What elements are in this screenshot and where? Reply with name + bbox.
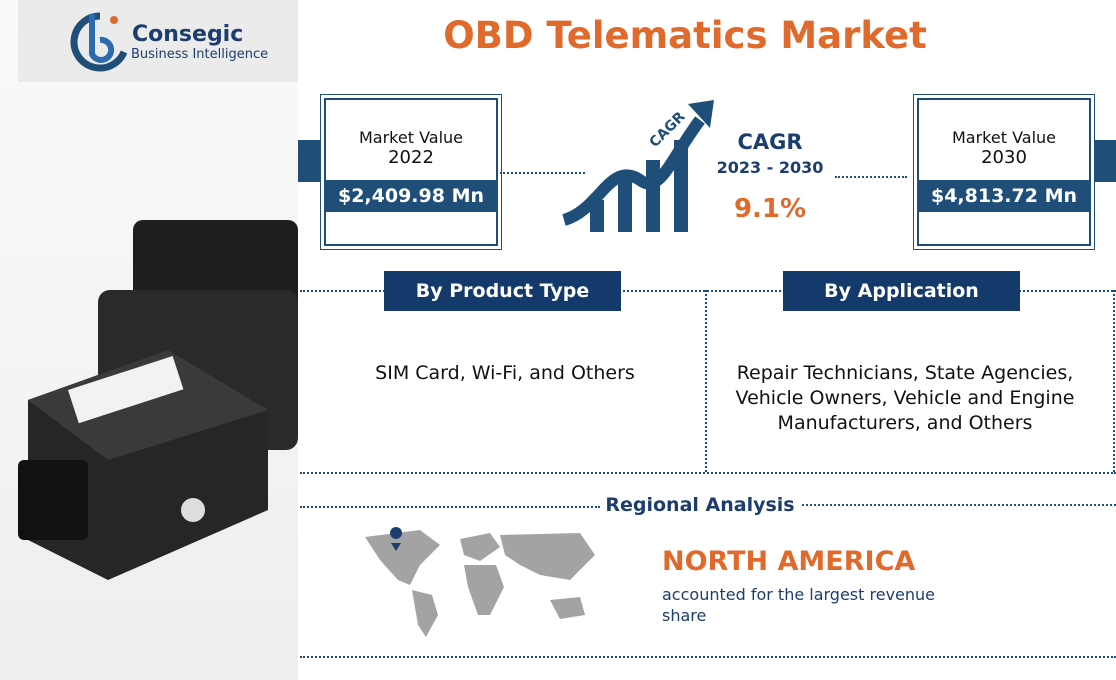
divider — [300, 506, 600, 508]
logo-icon — [70, 12, 128, 72]
cagr-period: 2023 - 2030 — [716, 158, 824, 177]
device-illustration — [18, 220, 298, 580]
region-name: NORTH AMERICA — [662, 546, 916, 577]
box-value: $2,409.98 Mn — [326, 180, 496, 212]
box-year: 2022 — [388, 147, 434, 168]
value-box-2022: Market Value 2022 $2,409.98 Mn — [324, 98, 498, 246]
logo-area — [18, 0, 298, 82]
box-year: 2030 — [981, 147, 1027, 168]
divider — [300, 656, 1116, 658]
divider — [1113, 290, 1115, 472]
title: OBD Telematics Market — [443, 14, 927, 57]
connector — [500, 172, 585, 174]
logo-tagline: Business Intelligence — [131, 47, 269, 62]
segment-text: SIM Card, Wi-Fi, and Others — [375, 362, 635, 384]
cagr-label: CAGR — [737, 130, 803, 154]
divider — [300, 472, 1116, 474]
tab — [1092, 140, 1116, 182]
connector — [835, 176, 907, 178]
box-label: Market Value — [951, 128, 1057, 147]
divider — [705, 290, 707, 472]
cagr-value: 9.1% — [733, 194, 807, 224]
divider — [300, 290, 1116, 292]
tab — [298, 140, 322, 182]
value-box-2030: Market Value 2030 $4,813.72 Mn — [917, 98, 1091, 246]
regional-title: Regional Analysis — [605, 494, 795, 516]
logo-name: Consegic — [132, 22, 244, 47]
world-map — [365, 527, 595, 637]
box-label: Market Value — [358, 128, 464, 147]
box-value: $4,813.72 Mn — [919, 180, 1089, 212]
divider — [802, 504, 1116, 506]
cagr-graphic: CAGR — [561, 100, 714, 232]
segment-text: Repair Technicians, State Agencies, Vehi… — [735, 362, 1075, 434]
segment-title: By Product Type — [384, 271, 621, 311]
region-text: accounted for the largest revenue share — [662, 585, 936, 625]
segment-title: By Application — [783, 271, 1020, 311]
